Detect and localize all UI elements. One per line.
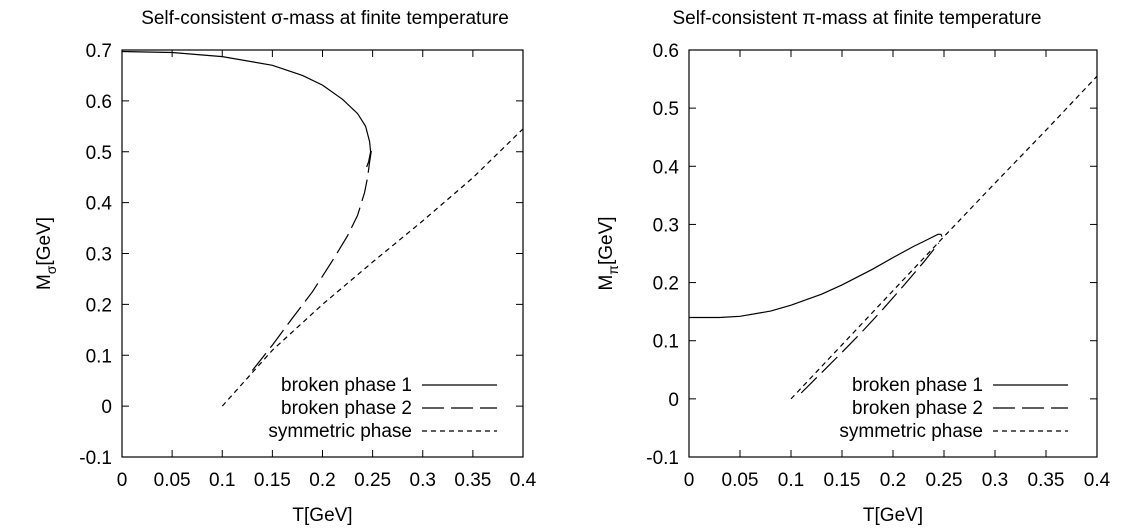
y-axis-label-main: M bbox=[34, 274, 55, 290]
y-axis-label-unit: [GeV] bbox=[596, 216, 617, 265]
x-tick-label: 0.4 bbox=[510, 470, 537, 491]
x-tick-label: 0.15 bbox=[824, 470, 861, 491]
series-line-broken-phase-2 bbox=[800, 242, 940, 394]
y-tick-label: 0 bbox=[668, 390, 679, 411]
sigma-mass-chart: Self-consistent σ-mass at finite tempera… bbox=[34, 8, 537, 526]
series-line-broken-phase-1 bbox=[121, 50, 372, 168]
x-tick-label: 0.3 bbox=[410, 470, 436, 491]
x-tick-label: 0 bbox=[117, 470, 128, 491]
y-tick-label: 0 bbox=[101, 397, 112, 418]
y-tick-label: 0.5 bbox=[86, 143, 112, 164]
y-axis-label-main: M bbox=[596, 275, 617, 291]
y-tick-label: -0.1 bbox=[79, 448, 112, 469]
x-tick-label: 0.1 bbox=[209, 470, 235, 491]
y-axis-label-subscript: σ bbox=[43, 265, 59, 274]
x-tick-label: 0.05 bbox=[154, 470, 191, 491]
x-tick-label: 0.35 bbox=[454, 470, 491, 491]
legend-label: broken phase 1 bbox=[852, 375, 983, 396]
x-tick-label: 0 bbox=[684, 470, 695, 491]
legend-label: broken phase 2 bbox=[281, 398, 412, 419]
y-tick-label: 0.1 bbox=[86, 346, 112, 367]
x-tick-label: 0.2 bbox=[309, 470, 335, 491]
y-tick-label: 0.5 bbox=[653, 99, 679, 120]
y-tick-label: 0.4 bbox=[86, 194, 113, 215]
legend-label: symmetric phase bbox=[839, 421, 983, 442]
x-axis-label: T[GeV] bbox=[863, 505, 923, 526]
legend-label: broken phase 2 bbox=[852, 398, 983, 419]
x-tick-label: 0.25 bbox=[354, 470, 391, 491]
y-tick-label: 0.3 bbox=[86, 245, 112, 266]
x-tick-label: 0.15 bbox=[254, 470, 291, 491]
y-tick-label: 0.4 bbox=[653, 157, 680, 178]
chart-title: Self-consistent σ-mass at finite tempera… bbox=[141, 8, 509, 29]
y-tick-label: -0.1 bbox=[646, 448, 679, 469]
x-tick-label: 0.2 bbox=[880, 470, 906, 491]
legend-label: symmetric phase bbox=[268, 421, 412, 442]
y-axis-label-subscript: π bbox=[605, 265, 621, 275]
y-axis-label-unit: [GeV] bbox=[34, 217, 55, 266]
x-tick-label: 0.3 bbox=[982, 470, 1008, 491]
y-tick-label: 0.7 bbox=[86, 41, 112, 62]
chart-title: Self-consistent π-mass at finite tempera… bbox=[673, 8, 1042, 29]
y-axis-label: Mσ[GeV] bbox=[34, 217, 59, 290]
y-tick-label: 0.2 bbox=[653, 274, 679, 295]
x-tick-label: 0.4 bbox=[1084, 470, 1111, 491]
x-tick-label: 0.25 bbox=[926, 470, 963, 491]
pi-mass-chart: Self-consistent π-mass at finite tempera… bbox=[596, 8, 1111, 526]
y-tick-label: 0.6 bbox=[653, 41, 679, 62]
y-axis-label: Mπ[GeV] bbox=[596, 216, 621, 290]
y-tick-label: 0.2 bbox=[86, 295, 112, 316]
y-tick-label: 0.3 bbox=[653, 215, 679, 236]
x-axis-label: T[GeV] bbox=[292, 505, 352, 526]
y-tick-label: 0.6 bbox=[86, 92, 112, 113]
series-line-broken-phase-2 bbox=[251, 149, 373, 371]
series-line-broken-phase-1 bbox=[689, 233, 943, 319]
legend-label: broken phase 1 bbox=[281, 375, 412, 396]
x-tick-label: 0.35 bbox=[1028, 470, 1065, 491]
x-tick-label: 0.1 bbox=[778, 470, 804, 491]
y-tick-label: 0.1 bbox=[653, 332, 679, 353]
series-line-symmetric-phase bbox=[790, 75, 1098, 400]
x-tick-label: 0.05 bbox=[722, 470, 759, 491]
series-line-symmetric-phase bbox=[221, 128, 524, 407]
